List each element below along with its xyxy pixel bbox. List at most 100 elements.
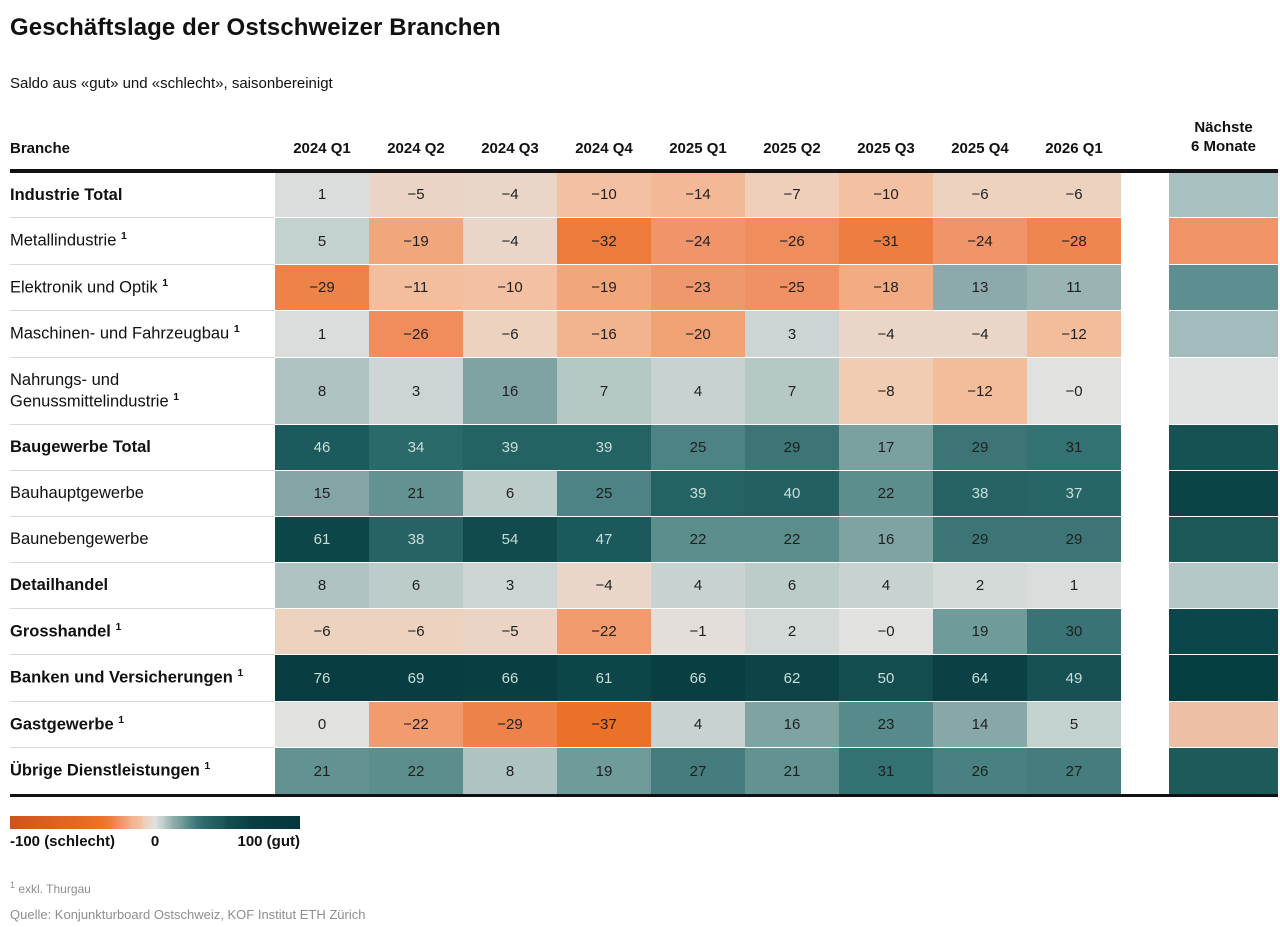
column-header-quarter: 2024 Q3 <box>463 119 557 173</box>
next-6-months-cell <box>1169 217 1278 265</box>
table-row: Detailhandel 8 6 3 −4 4 6 4 2 1 <box>10 562 1278 609</box>
next-6-months-cell <box>1169 424 1278 471</box>
branch-label: Industrie Total <box>10 185 123 204</box>
table-row: Elektronik und Optik 1 −29 −11 −10 −19 −23 −25… <box>10 263 1278 311</box>
branch-label: Elektronik und Optik 1 <box>10 263 275 311</box>
footnote-mark: 1 <box>237 667 244 680</box>
value-cell: 22 <box>839 470 933 517</box>
value-cell: 31 <box>1027 424 1121 471</box>
value-cell: −6 <box>369 608 463 655</box>
value-cell: 29 <box>1027 516 1121 563</box>
value-cell: 6 <box>369 562 463 609</box>
table-row: Übrige Dienstleistungen 1 21 22 8 19 27 21 31 26… <box>10 747 1278 796</box>
column-gap <box>1121 700 1169 748</box>
value-cell: −29 <box>275 263 369 311</box>
value-cell: −12 <box>1027 310 1121 358</box>
next-6-months-cell <box>1169 356 1278 425</box>
column-header-branche: Branche <box>10 119 275 173</box>
color-scale-labels: -100 (schlecht) 0 100 (gut) <box>10 833 300 852</box>
branch-label: Übrige Dienstleistungen 1 <box>10 747 275 796</box>
value-cell: −6 <box>275 608 369 655</box>
branch-label: Metallindustrie 1 <box>10 217 275 265</box>
value-cell: −4 <box>933 310 1027 358</box>
value-cell: −4 <box>463 170 557 218</box>
value-cell: 40 <box>745 470 839 517</box>
value-cell: 6 <box>463 470 557 517</box>
value-cell: 0 <box>275 700 369 748</box>
column-gap <box>1121 562 1169 609</box>
value-cell: 39 <box>557 424 651 471</box>
value-cell: 46 <box>275 424 369 471</box>
source-note: Quelle: Konjunkturboard Ostschweiz, KOF … <box>10 906 366 922</box>
column-gap <box>1121 310 1169 358</box>
value-cell: −11 <box>369 263 463 311</box>
header-row: Branche 2024 Q1 2024 Q2 2024 Q3 2024 Q4 2025… <box>10 119 1278 173</box>
value-cell: −25 <box>745 263 839 311</box>
value-cell: −26 <box>745 217 839 265</box>
table-row: Banken und Versicherungen 1 76 69 66 61 66 62 5… <box>10 654 1278 702</box>
value-cell: 8 <box>275 356 369 425</box>
column-gap <box>1121 516 1169 563</box>
value-cell: −10 <box>839 170 933 218</box>
value-cell: −22 <box>557 608 651 655</box>
value-cell: 1 <box>275 310 369 358</box>
table-row: Metallindustrie 1 5 −19 −4 −32 −24 −26 −31 −24 −2… <box>10 217 1278 265</box>
value-cell: 19 <box>933 608 1027 655</box>
value-cell: 8 <box>463 747 557 796</box>
footnote-mark: 1 <box>162 276 169 289</box>
value-cell: 66 <box>463 654 557 702</box>
value-cell: 21 <box>369 470 463 517</box>
legend-min-label: -100 (schlecht) <box>10 832 116 850</box>
value-cell: −16 <box>557 310 651 358</box>
value-cell: 29 <box>933 424 1027 471</box>
value-cell: 61 <box>557 654 651 702</box>
footnote-mark: 1 <box>10 879 16 890</box>
value-cell: 2 <box>933 562 1027 609</box>
column-header-quarter: 2024 Q4 <box>557 119 651 173</box>
next-6-months-cell <box>1169 608 1278 655</box>
value-cell: −28 <box>1027 217 1121 265</box>
branch-label: Maschinen- und Fahrzeugbau 1 <box>10 310 275 358</box>
value-cell: −19 <box>369 217 463 265</box>
next-6-months-cell <box>1169 170 1278 218</box>
branch-label: Gastgewerbe 1 <box>10 700 275 748</box>
value-cell: 27 <box>651 747 745 796</box>
column-header-quarter: 2024 Q2 <box>369 119 463 173</box>
value-cell: −0 <box>839 608 933 655</box>
next-6-months-cell <box>1169 470 1278 517</box>
value-cell: 4 <box>651 562 745 609</box>
value-cell: 29 <box>745 424 839 471</box>
color-scale-gradient <box>10 815 300 829</box>
column-header-quarter: 2025 Q4 <box>933 119 1027 173</box>
value-cell: 22 <box>745 516 839 563</box>
value-cell: −22 <box>369 700 463 748</box>
value-cell: 17 <box>839 424 933 471</box>
table-row: Industrie Total 1 −5 −4 −10 −14 −7 −10 −6 −6 <box>10 170 1278 218</box>
legend-max-label: 100 (gut) <box>237 832 300 850</box>
next-6-months-cell <box>1169 263 1278 311</box>
value-cell: 50 <box>839 654 933 702</box>
value-cell: 54 <box>463 516 557 563</box>
column-header-next-6-monate: Nächste 6 Monate <box>1169 119 1278 173</box>
value-cell: −18 <box>839 263 933 311</box>
value-cell: 8 <box>275 562 369 609</box>
value-cell: 38 <box>369 516 463 563</box>
column-gap <box>1121 747 1169 796</box>
color-scale-legend: -100 (schlecht) 0 100 (gut) <box>10 815 300 852</box>
column-gap <box>1121 654 1169 702</box>
column-gap <box>1121 356 1169 425</box>
next-header-line2: 6 Monate <box>1190 137 1256 155</box>
value-cell: 7 <box>557 356 651 425</box>
value-cell: −29 <box>463 700 557 748</box>
value-cell: 27 <box>1027 747 1121 796</box>
value-cell: 3 <box>369 356 463 425</box>
column-header-quarter: 2025 Q1 <box>651 119 745 173</box>
page: Geschäftslage der Ostschweizer Branchen … <box>0 14 1280 922</box>
value-cell: −12 <box>933 356 1027 425</box>
footnote-mark: 1 <box>204 760 211 773</box>
value-cell: −14 <box>651 170 745 218</box>
footnote-mark: 1 <box>173 390 180 403</box>
value-cell: −1 <box>651 608 745 655</box>
value-cell: −6 <box>1027 170 1121 218</box>
